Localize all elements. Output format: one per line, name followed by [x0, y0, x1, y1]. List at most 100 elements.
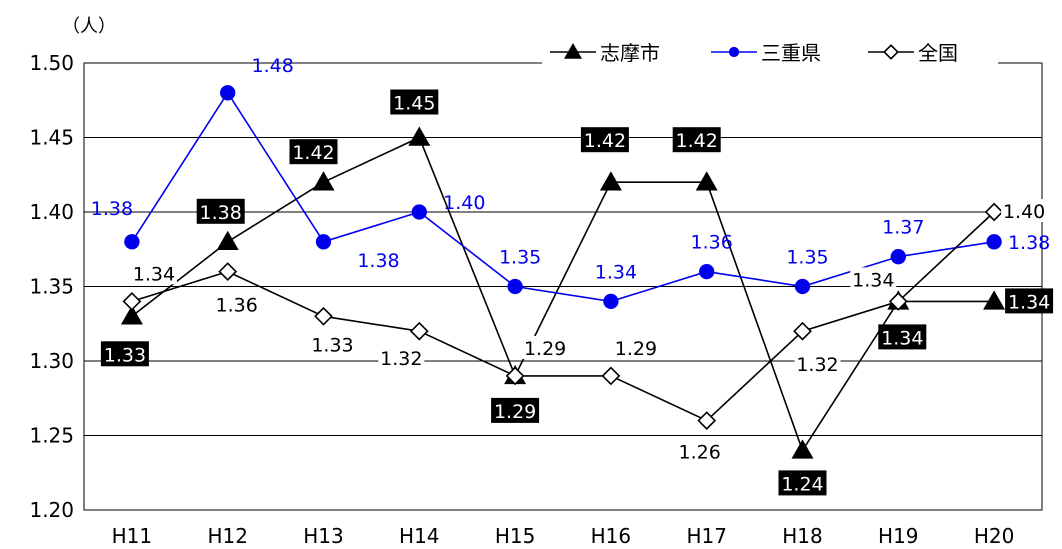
x-axis-ticks: H11 H12 H13 H14 H15 H16 H17 H18 H19 H20	[112, 524, 1015, 548]
data-label-text: 1.38	[357, 250, 399, 272]
data-label-text: 1.38	[1008, 232, 1050, 254]
triangle-marker	[695, 171, 718, 191]
triangle-marker	[312, 171, 335, 191]
diamond-marker	[122, 292, 142, 311]
legend-label: 志摩市	[600, 41, 660, 65]
data-label: 1.40	[443, 192, 485, 214]
x-tick-label: H19	[878, 524, 919, 548]
data-label: 1.38	[196, 198, 245, 224]
x-tick-label: H11	[112, 524, 153, 548]
data-label-box	[378, 346, 425, 370]
triangle-marker	[983, 290, 1006, 310]
diamond-marker	[601, 366, 621, 386]
y-tick-label: 1.40	[29, 200, 74, 224]
circle-marker	[220, 85, 236, 101]
triangle-marker	[216, 230, 239, 251]
x-tick-label: H13	[303, 524, 344, 548]
data-label: 1.40	[1001, 199, 1048, 223]
data-label-text: 1.48	[252, 55, 294, 77]
triangle-marker	[120, 305, 143, 325]
data-label: 1.48	[252, 55, 294, 77]
data-label-text: 1.34	[852, 269, 894, 291]
data-label: 1.34	[1005, 288, 1054, 314]
data-label-box	[213, 292, 260, 316]
circle-marker	[728, 46, 740, 58]
circle-marker	[315, 234, 332, 250]
diamond-marker	[888, 292, 908, 311]
diamond-marker	[883, 44, 899, 60]
x-tick-label: H14	[399, 524, 440, 548]
circle-marker	[603, 293, 619, 310]
data-label-box	[778, 470, 827, 496]
diamond-marker	[314, 306, 333, 326]
data-label-text: 1.42	[292, 142, 334, 164]
data-label: 1.34	[130, 261, 177, 285]
data-label-text: 1.40	[443, 192, 485, 214]
legend-label: 全国	[918, 41, 958, 65]
diamond-marker	[793, 321, 812, 341]
gridlines	[84, 137, 1042, 436]
data-label-text: 1.29	[524, 338, 566, 360]
data-label: 1.38	[1008, 232, 1050, 254]
x-tick-label: H17	[686, 524, 727, 548]
data-label: 1.29	[491, 397, 540, 423]
triangle-marker	[564, 43, 582, 59]
data-label-text: 1.36	[216, 295, 258, 317]
legend-background	[542, 38, 998, 70]
series-line	[131, 136, 995, 453]
data-label-text: 1.38	[91, 198, 133, 220]
data-label-box	[289, 139, 338, 165]
triangle-marker	[408, 126, 431, 146]
x-tick-label: H16	[591, 524, 632, 548]
x-tick-label: H20	[974, 524, 1015, 548]
data-label-text: 1.36	[691, 232, 733, 254]
data-label-text: 1.45	[393, 93, 435, 115]
data-label-text: 1.34	[595, 261, 637, 283]
data-label-text: 1.29	[615, 338, 657, 360]
data-label-text: 1.34	[881, 327, 923, 349]
y-tick-label: 1.25	[29, 424, 74, 448]
data-label-box	[676, 439, 723, 463]
triangle-marker	[791, 439, 814, 459]
data-label: 1.33	[309, 332, 356, 356]
data-label-box	[1001, 199, 1048, 222]
data-label-text: 1.26	[679, 442, 721, 464]
data-label-text: 1.35	[499, 247, 541, 269]
data-label-text: 1.42	[584, 130, 626, 152]
data-label: 1.42	[580, 127, 629, 153]
data-label: 1.33	[100, 341, 149, 367]
data-label: 1.29	[612, 335, 659, 360]
data-label: 1.34	[595, 261, 637, 283]
data-label: 1.42	[289, 139, 338, 165]
data-label-text: 1.33	[104, 344, 146, 366]
data-label: 1.36	[691, 232, 733, 254]
data-label: 1.32	[794, 352, 841, 376]
data-label: 1.32	[378, 346, 425, 370]
data-label-box	[850, 267, 897, 291]
circle-marker	[411, 204, 427, 220]
y-axis-ticks: 1.50 1.45 1.40 1.35 1.30 1.25 1.20	[29, 51, 74, 522]
data-label-box	[794, 352, 841, 376]
data-label-box	[130, 261, 177, 285]
unit-label: （人）	[62, 16, 116, 37]
data-label-text: 1.34	[133, 263, 175, 285]
diamond-marker	[505, 366, 525, 386]
y-tick-label: 1.45	[29, 126, 74, 150]
data-label: 1.42	[672, 127, 721, 153]
series-markers	[120, 85, 1006, 459]
data-label: 1.34	[878, 324, 927, 350]
data-label: 1.36	[213, 292, 260, 317]
circle-marker	[794, 278, 811, 295]
data-label-box	[672, 127, 721, 153]
circle-marker	[507, 278, 523, 295]
data-label-text: 1.33	[311, 334, 353, 356]
data-label-box	[100, 341, 149, 367]
circle-marker	[699, 263, 715, 280]
x-tick-label: H18	[782, 524, 823, 548]
data-label-box	[196, 198, 245, 224]
data-label-box	[522, 335, 569, 359]
x-tick-label: H15	[495, 524, 536, 548]
data-label-text: 1.34	[1008, 291, 1050, 313]
data-label-box	[491, 397, 540, 423]
